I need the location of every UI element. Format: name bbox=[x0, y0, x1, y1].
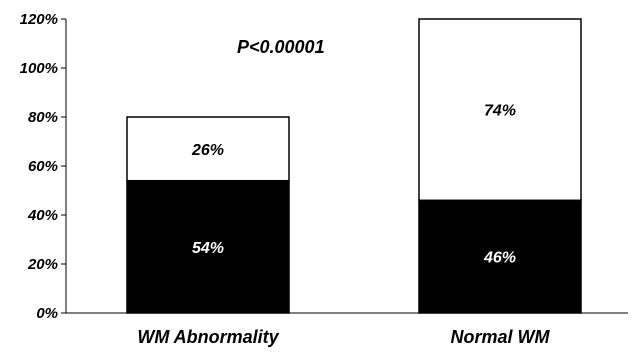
y-tick-label: 100% bbox=[20, 60, 58, 77]
y-tick-label: 60% bbox=[28, 158, 58, 175]
bars bbox=[126, 18, 582, 314]
y-tick-label: 0% bbox=[36, 305, 58, 322]
y-tick-label: 40% bbox=[27, 207, 58, 224]
bar-segment bbox=[418, 199, 582, 314]
data-label: 26% bbox=[191, 142, 224, 159]
y-tick-label: 80% bbox=[28, 109, 58, 126]
data-label: 46% bbox=[483, 250, 516, 267]
bar-segment bbox=[418, 18, 582, 202]
data-label: 74% bbox=[484, 103, 516, 120]
data-label: 54% bbox=[192, 240, 224, 257]
labels: 54% 26% WM Abnormality 46% 74% Normal WM bbox=[137, 103, 550, 347]
x-category-label: Normal WM bbox=[451, 327, 551, 347]
x-category-label: WM Abnormality bbox=[137, 327, 279, 347]
bar-segment bbox=[126, 116, 290, 182]
p-value-annotation: P<0.00001 bbox=[237, 37, 325, 57]
y-tick-label: 20% bbox=[27, 256, 58, 273]
y-tick-label: 120% bbox=[20, 11, 58, 28]
